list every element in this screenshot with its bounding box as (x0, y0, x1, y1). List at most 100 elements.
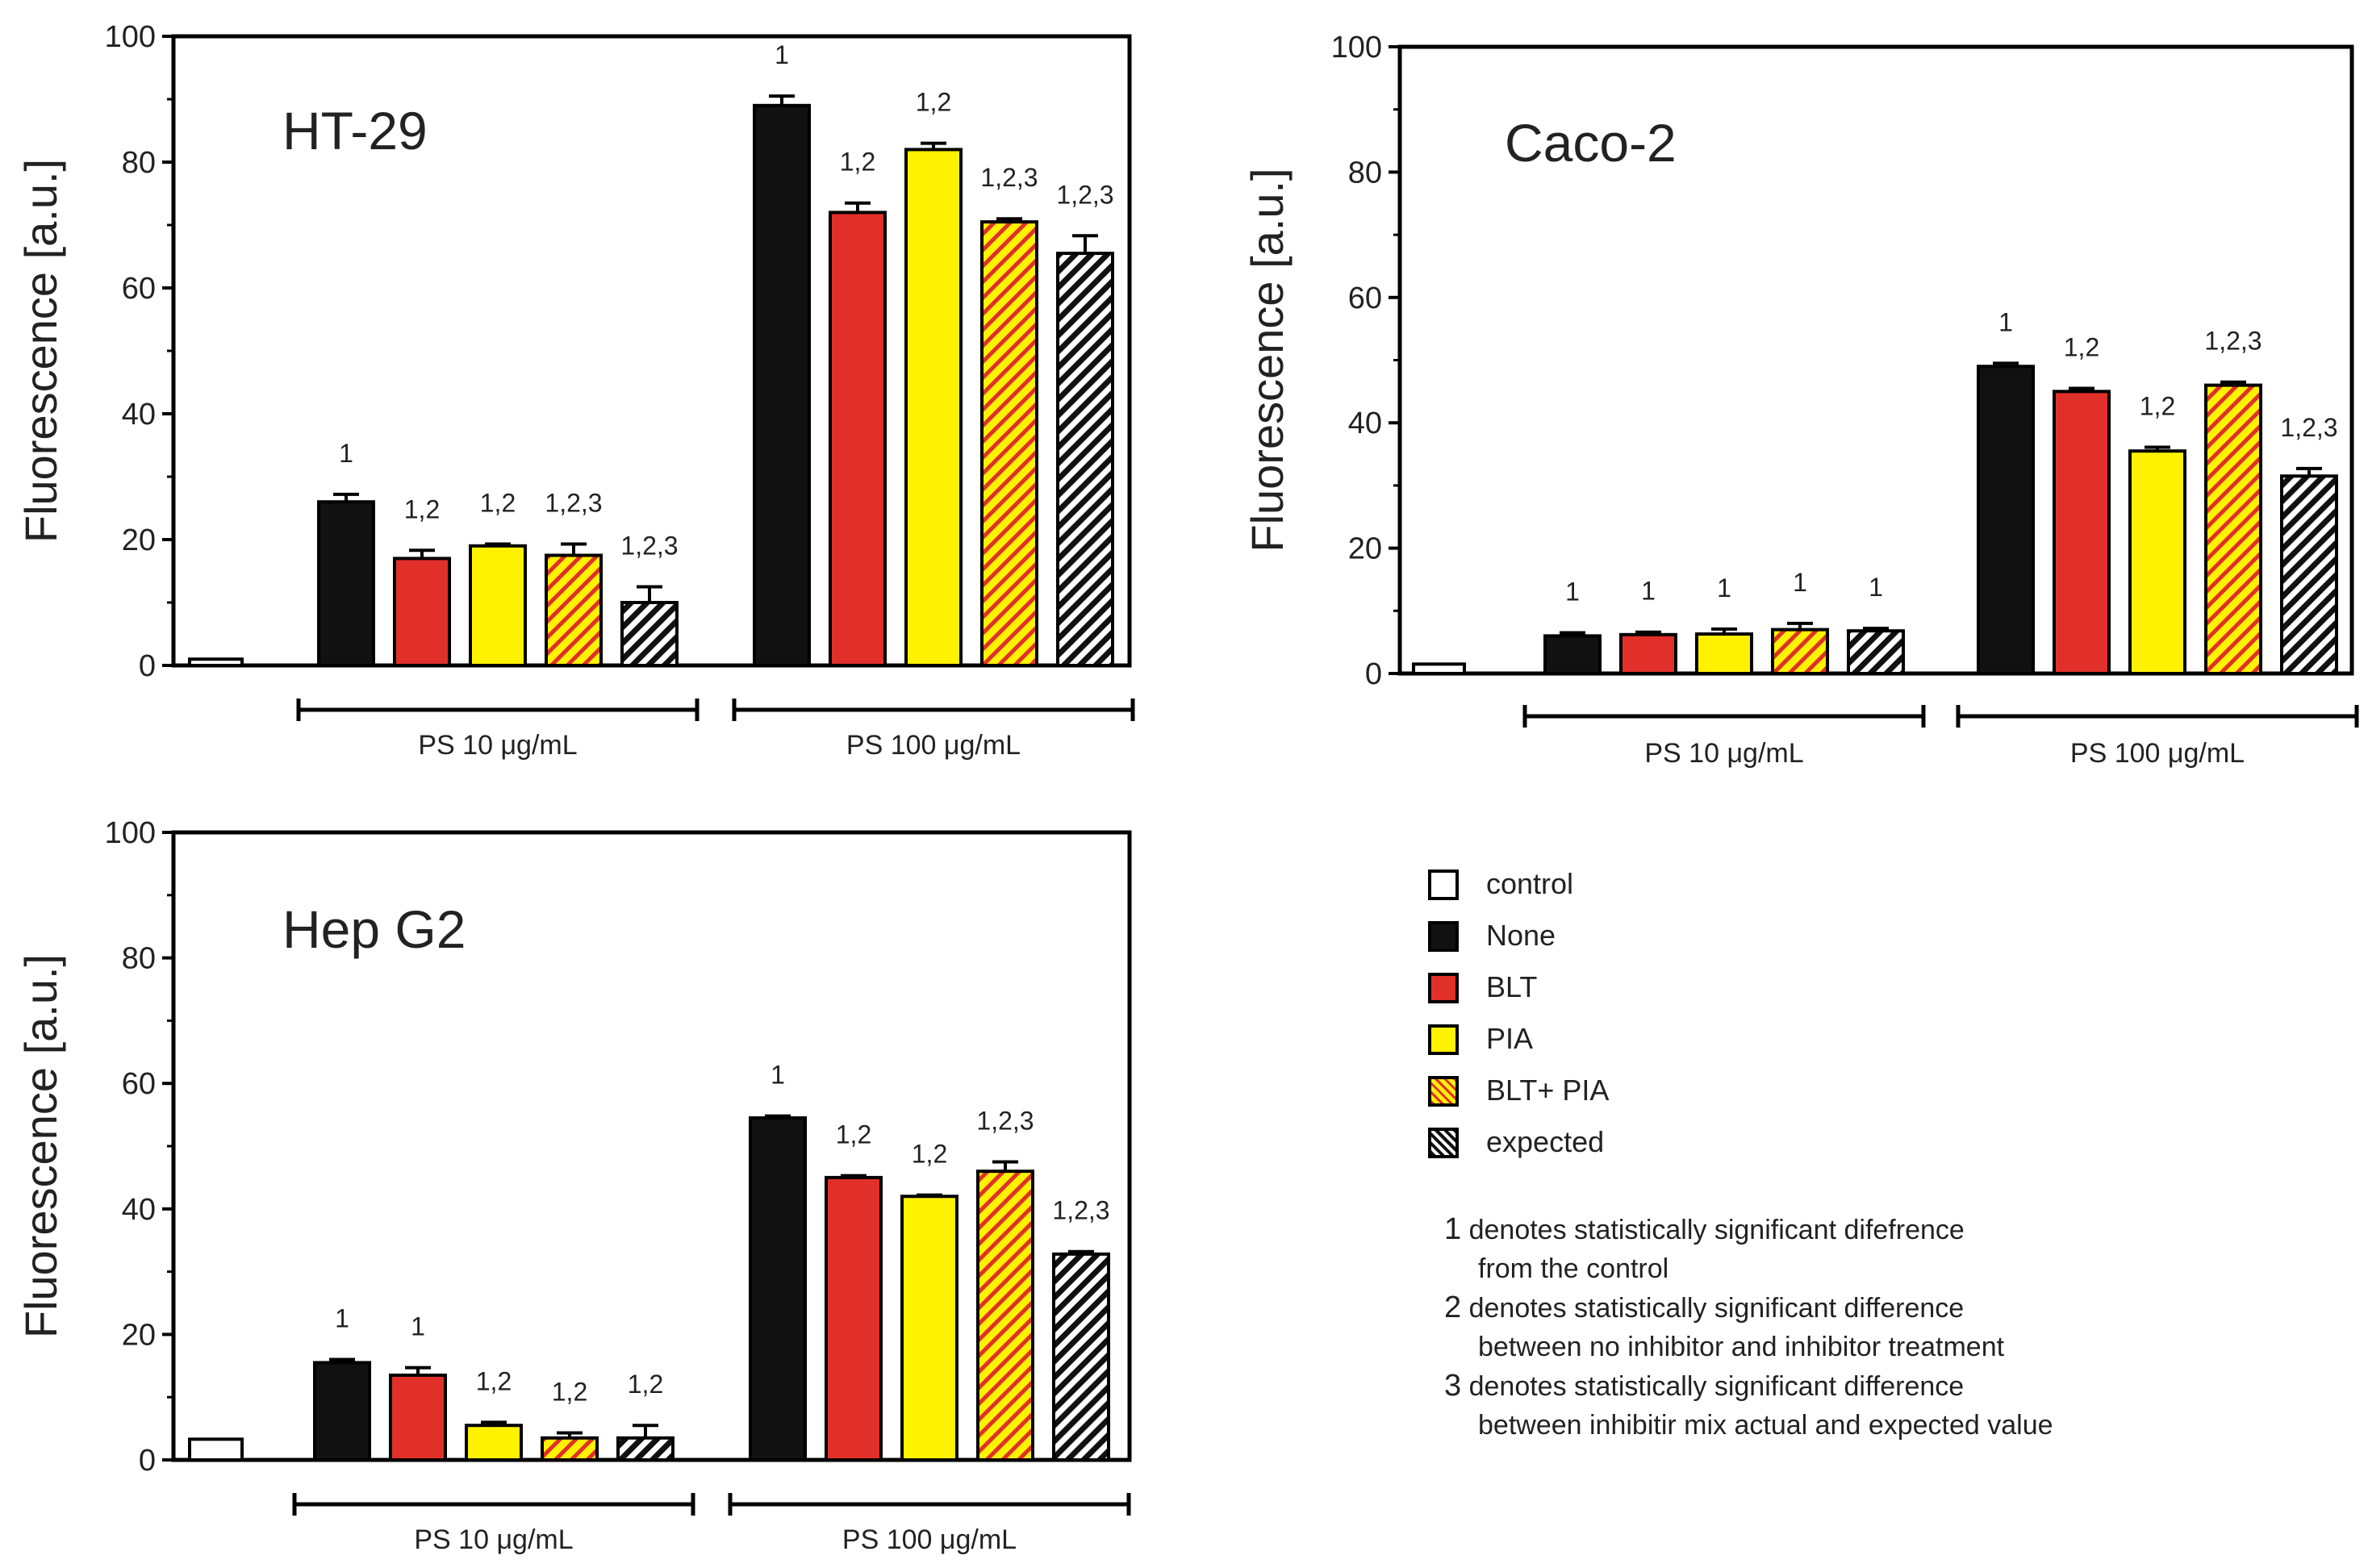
note-number: 3 (1444, 1369, 1462, 1403)
bar-control (188, 1437, 244, 1462)
legend-label-blt-pia: BLT+ PIA (1486, 1074, 1610, 1107)
bar-blt (1619, 632, 1677, 675)
bar-expected (620, 601, 679, 667)
bar-none (753, 103, 811, 668)
note-continuation: from the control (1478, 1253, 1669, 1284)
bar-pia (900, 1195, 958, 1462)
note-text: denotes statistically significant differ… (1461, 1293, 1965, 1324)
bar-blt-pia (1771, 628, 1829, 675)
bar-blt-pia (2204, 383, 2262, 675)
y-tick-label: 40 (122, 398, 156, 432)
legend-label-expected: expected (1486, 1125, 1605, 1158)
legend-swatch-blt (1428, 973, 1459, 1003)
bar-blt (829, 211, 887, 667)
chart-title: Caco-2 (1505, 113, 1677, 173)
y-tick-label: 80 (1348, 156, 1382, 190)
bar-expected (1056, 252, 1114, 667)
legend-swatch-expected (1428, 1128, 1459, 1158)
y-tick-label: 60 (122, 272, 156, 306)
significance-label: 1,2,3 (2204, 327, 2262, 356)
significance-label: 1 (1641, 577, 1656, 606)
significance-label: 1 (1793, 568, 1807, 597)
y-tick-label: 0 (139, 649, 156, 683)
group-label: PS 10 μg/mL (414, 1524, 573, 1555)
group-label: PS 10 μg/mL (1644, 738, 1803, 769)
legend-swatch-blt-pia (1428, 1076, 1459, 1107)
chart-title: Hep G2 (282, 899, 466, 959)
bar-pia (2128, 449, 2186, 675)
significance-label: 1 (1565, 577, 1580, 606)
significance-label: 1,2 (912, 1140, 947, 1169)
significance-label: 1 (411, 1312, 425, 1341)
note-text: denotes statistically significant differ… (1461, 1371, 1965, 1402)
group-label: PS 10 μg/mL (418, 730, 577, 761)
y-tick-label: 80 (122, 942, 156, 976)
bar-blt (2053, 390, 2111, 675)
legend: control None BLT PIA BLT+ PIA expected (1428, 863, 2316, 1173)
y-axis-label: Fluorescence [a.u.] (15, 954, 66, 1338)
significance-label: 1,2 (476, 1366, 512, 1395)
note-text: denotes statistically significant difefr… (1461, 1215, 1965, 1245)
significance-label: 1,2 (552, 1378, 587, 1407)
bar-control (188, 657, 244, 668)
bar-blt-pia (976, 1170, 1034, 1462)
bar-pia (1695, 632, 1753, 676)
legend-item-control: control (1428, 863, 2316, 915)
group-label: PS 100 μg/mL (846, 730, 1021, 761)
bar-control (1412, 662, 1466, 675)
significance-label: 1,2,3 (2280, 413, 2337, 442)
y-tick-label: 100 (105, 20, 156, 54)
significance-label: 1 (339, 439, 353, 468)
y-tick-label: 100 (105, 816, 156, 850)
bar-blt-pia (545, 553, 603, 667)
significance-label: 1,2,3 (620, 532, 678, 561)
significance-label: 1 (335, 1304, 349, 1333)
legend-label-pia: PIA (1486, 1022, 1534, 1055)
y-tick-label: 80 (122, 146, 156, 180)
y-tick-label: 20 (122, 1318, 156, 1352)
significance-label: 1,2 (2064, 332, 2099, 361)
significance-label: 1,2 (480, 488, 516, 517)
y-tick-label: 60 (1348, 281, 1382, 315)
legend-label-blt: BLT (1486, 970, 1538, 1003)
significance-label: 1,2 (2140, 392, 2175, 421)
significance-label: 1 (771, 1061, 785, 1090)
significance-label: 1,2 (628, 1370, 663, 1399)
note-line: 1 denotes statistically significant dife… (1444, 1210, 2332, 1249)
y-tick-label: 60 (122, 1067, 156, 1101)
group-label: PS 100 μg/mL (2070, 738, 2245, 769)
significance-label: 1,2 (404, 494, 440, 523)
bar-none (1543, 634, 1602, 676)
significance-label: 1,2,3 (1056, 180, 1113, 209)
significance-label: 1,2,3 (980, 163, 1038, 192)
legend-swatch-control (1428, 869, 1459, 900)
note-line: 2 denotes statistically significant diff… (1444, 1288, 2332, 1328)
bar-expected (2280, 474, 2338, 675)
note-line: 3 denotes statistically significant diff… (1444, 1366, 2332, 1406)
note-continuation: between inhibitir mix actual and expecte… (1478, 1410, 2053, 1441)
y-tick-label: 40 (1348, 407, 1382, 440)
chart-title: HT-29 (282, 101, 428, 161)
significance-label: 1 (1998, 307, 2013, 336)
note-number: 2 (1444, 1291, 1462, 1324)
y-tick-label: 20 (1348, 532, 1382, 566)
bar-blt-pia (980, 220, 1038, 668)
legend-swatch-pia (1428, 1024, 1459, 1055)
bar-none (317, 500, 375, 668)
legend-item-blt: BLT (1428, 966, 2316, 1018)
significance-notes: 1 denotes statistically significant dife… (1444, 1210, 2332, 1445)
chart-panel: 0 20 40 60 80 100 Fluorescence [a.u.] HT-29 1 1,2… (15, 20, 1135, 761)
significance-label: 1,2 (836, 1120, 871, 1149)
significance-label: 1,2 (916, 88, 951, 117)
bar-blt-pia (541, 1436, 599, 1462)
significance-label: 1,2,3 (976, 1106, 1034, 1135)
y-tick-label: 0 (1365, 657, 1382, 691)
legend-item-blt-pia: BLT+ PIA (1428, 1070, 2316, 1121)
bar-expected (1052, 1252, 1110, 1462)
bar-expected (1847, 629, 1905, 675)
significance-label: 1 (1717, 573, 1731, 603)
legend-label-none: None (1486, 919, 1556, 952)
y-axis-label: Fluorescence [a.u.] (15, 159, 66, 543)
